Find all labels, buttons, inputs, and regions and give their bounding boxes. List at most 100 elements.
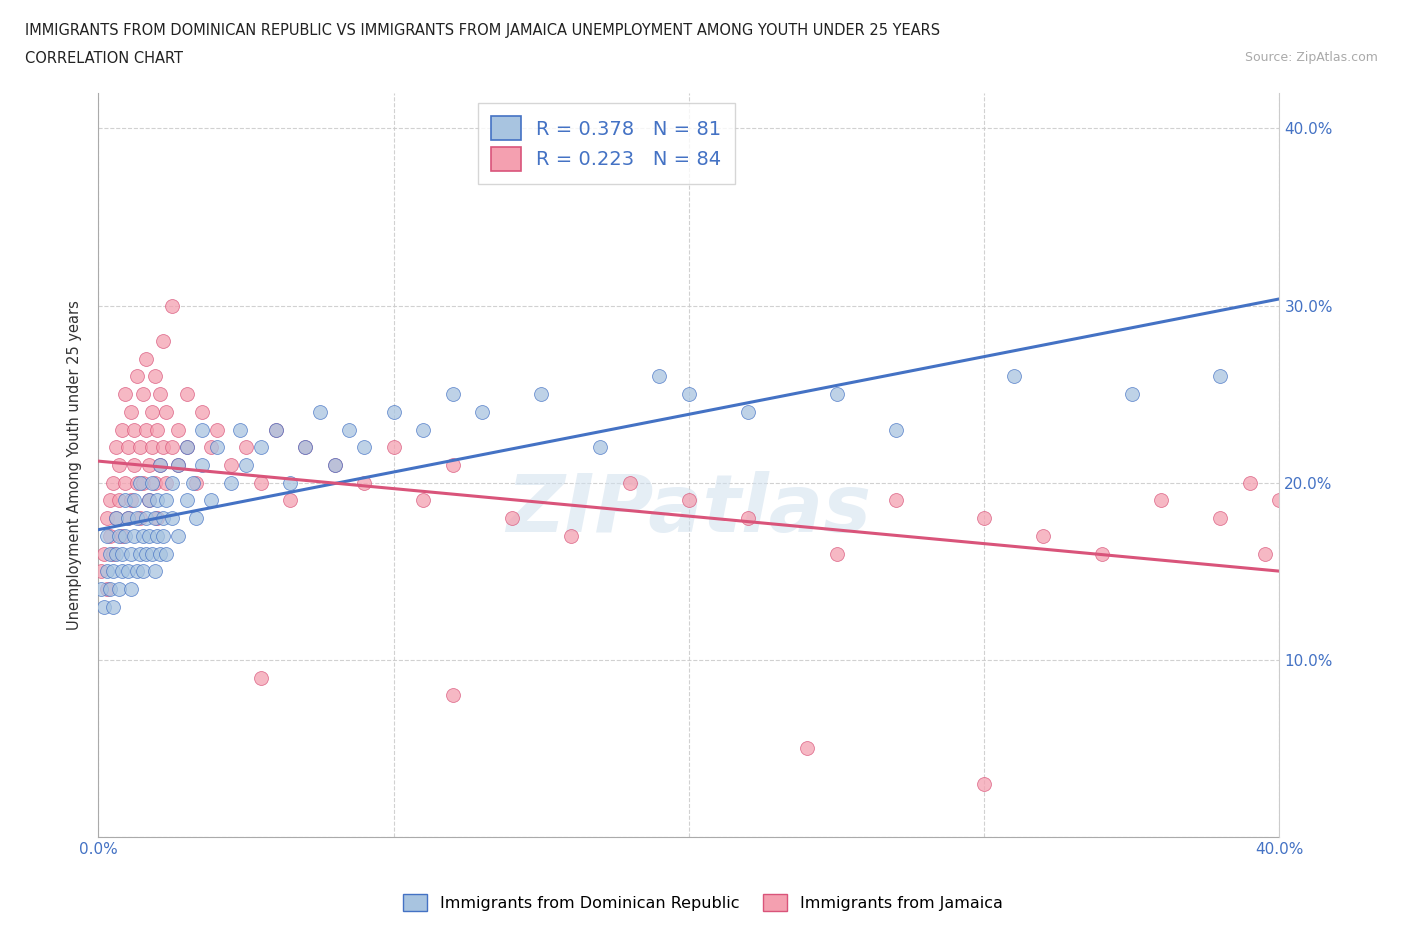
Point (132, 564, 155, 578)
Point (441, 688, 464, 703)
Point (120, 581, 142, 596)
Point (167, 458, 190, 472)
Point (132, 387, 155, 402)
Point (141, 405, 163, 419)
Point (120, 493, 142, 508)
Point (176, 387, 198, 402)
Point (155, 493, 177, 508)
Text: IMMIGRANTS FROM DOMINICAN REPUBLIC VS IMMIGRANTS FROM JAMAICA UNEMPLOYMENT AMONG: IMMIGRANTS FROM DOMINICAN REPUBLIC VS IM… (25, 23, 941, 38)
Point (1254, 546, 1277, 561)
Point (141, 475, 163, 490)
Point (353, 440, 375, 455)
Point (162, 475, 183, 490)
Point (412, 422, 434, 437)
Point (143, 511, 166, 525)
Point (1121, 387, 1143, 402)
Point (973, 511, 995, 525)
Point (737, 405, 759, 419)
Point (648, 369, 671, 384)
Point (138, 528, 160, 543)
Point (441, 387, 464, 402)
Point (103, 599, 125, 614)
Point (103, 546, 125, 561)
Point (162, 299, 183, 313)
Point (294, 440, 316, 455)
Point (184, 511, 207, 525)
Point (132, 475, 155, 490)
Text: CORRELATION CHART: CORRELATION CHART (25, 51, 183, 66)
Point (167, 458, 190, 472)
Point (152, 528, 174, 543)
Point (235, 458, 257, 472)
Point (678, 493, 700, 508)
Point (93, 546, 115, 561)
Point (138, 458, 160, 472)
Point (125, 511, 148, 525)
Point (382, 405, 405, 419)
Point (105, 511, 128, 525)
Point (111, 546, 134, 561)
Point (114, 475, 136, 490)
Point (105, 511, 128, 525)
Point (294, 440, 316, 455)
Point (501, 511, 523, 525)
Point (111, 528, 134, 543)
Point (117, 564, 139, 578)
Point (162, 511, 183, 525)
Point (191, 422, 214, 437)
Point (146, 422, 169, 437)
Point (128, 440, 150, 455)
Point (219, 458, 242, 472)
Point (181, 475, 204, 490)
Point (114, 528, 136, 543)
Point (98, 528, 121, 543)
Point (219, 475, 242, 490)
Point (128, 511, 150, 525)
Point (98, 546, 121, 561)
Legend: Immigrants from Dominican Republic, Immigrants from Jamaica: Immigrants from Dominican Republic, Immi… (396, 887, 1010, 917)
Point (120, 546, 142, 561)
Point (155, 546, 177, 561)
Point (111, 564, 134, 578)
Point (105, 440, 128, 455)
Y-axis label: Unemployment Among Youth under 25 years: Unemployment Among Youth under 25 years (67, 300, 83, 630)
Point (105, 546, 128, 561)
Point (141, 440, 163, 455)
Text: ZIPatlas: ZIPatlas (506, 471, 872, 549)
Point (250, 671, 273, 685)
Point (441, 458, 464, 472)
Point (128, 546, 150, 561)
Point (973, 777, 995, 791)
Point (176, 440, 198, 455)
Point (108, 581, 131, 596)
Point (530, 387, 553, 402)
Point (117, 511, 139, 525)
Point (125, 564, 148, 578)
Point (471, 405, 494, 419)
Text: Source: ZipAtlas.com: Source: ZipAtlas.com (1244, 51, 1378, 64)
Point (278, 475, 302, 490)
Point (146, 528, 169, 543)
Point (825, 387, 848, 402)
Point (155, 405, 177, 419)
Point (149, 458, 172, 472)
Point (1032, 528, 1054, 543)
Point (143, 369, 166, 384)
Point (167, 528, 190, 543)
Point (96, 564, 118, 578)
Point (678, 387, 700, 402)
Point (93, 599, 115, 614)
Point (128, 475, 150, 490)
Point (108, 528, 131, 543)
Point (1239, 475, 1261, 490)
Point (184, 475, 207, 490)
Point (132, 528, 155, 543)
Point (323, 458, 346, 472)
Point (120, 405, 142, 419)
Point (1002, 369, 1025, 384)
Point (96, 581, 118, 596)
Point (176, 440, 198, 455)
Point (135, 352, 157, 366)
Point (353, 475, 375, 490)
Point (96, 528, 118, 543)
